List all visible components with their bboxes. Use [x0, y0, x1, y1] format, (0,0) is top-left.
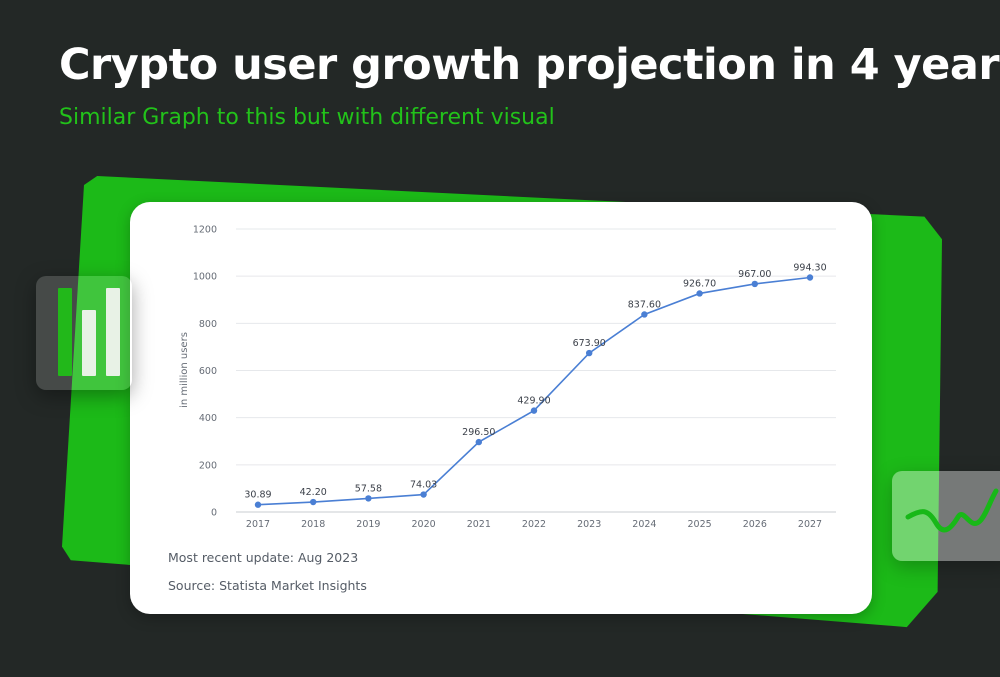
page-title: Crypto user growth projection in 4 years [59, 40, 1000, 90]
chart-card: 0 200 400 600 800 1000 1200 2017 2018 2019 2020 20… [130, 202, 872, 614]
data-points [254, 274, 814, 508]
series-line [257, 276, 811, 506]
bar-chart-icon-bar [106, 288, 120, 376]
data-point [696, 290, 703, 297]
data-label: 74.03 [410, 480, 437, 491]
data-point [530, 407, 538, 414]
x-tick-label: 2021 [467, 519, 491, 530]
y-tick-label: 800 [199, 319, 217, 330]
data-label: 429.90 [517, 396, 550, 407]
page-subtitle: Similar Graph to this but with different… [59, 105, 555, 130]
y-tick-label: 1000 [193, 272, 217, 283]
data-label: 57.58 [355, 483, 382, 494]
data-point [310, 498, 317, 506]
y-axis-label: in million users [179, 332, 190, 408]
data-label: 42.20 [300, 487, 327, 498]
data-label: 296.50 [462, 427, 495, 438]
data-point [420, 491, 427, 498]
y-tick-label: 0 [211, 508, 217, 519]
data-point [806, 274, 814, 281]
update-note: Most recent update: Aug 2023 [168, 550, 359, 565]
x-tick-label: 2026 [743, 519, 767, 530]
y-tick-label: 1200 [193, 225, 217, 236]
bar-chart-icon-bar [82, 310, 96, 376]
data-point [365, 495, 372, 502]
data-point [475, 438, 482, 446]
x-tick-label: 2018 [301, 519, 325, 530]
x-tick-label: 2027 [798, 519, 822, 530]
y-tick-label: 200 [199, 460, 217, 471]
data-label: 994.30 [793, 263, 826, 274]
data-point [751, 280, 758, 288]
data-label: 837.60 [628, 299, 661, 310]
y-tick-labels: 0 200 400 600 800 1000 1200 [193, 225, 217, 519]
x-tick-label: 2023 [577, 519, 601, 530]
source-note: Source: Statista Market Insights [168, 578, 367, 593]
x-tick-labels: 2017 2018 2019 2020 2021 2022 2023 2024 2025 2026… [246, 519, 822, 530]
x-tick-label: 2019 [356, 519, 380, 530]
trend-wave-icon [892, 471, 1000, 561]
data-labels: 30.89 42.20 57.58 74.03 296.50 429.90 673.90 83… [244, 263, 826, 501]
data-point [641, 311, 648, 318]
x-tick-label: 2025 [688, 519, 712, 530]
x-tick-label: 2020 [412, 519, 436, 530]
y-tick-label: 600 [199, 366, 217, 377]
bar-chart-icon-bar [58, 288, 72, 376]
data-point [254, 501, 262, 508]
x-tick-label: 2022 [522, 519, 546, 530]
data-point [586, 349, 593, 357]
x-tick-label: 2024 [632, 519, 656, 530]
grid-lines [236, 228, 836, 513]
y-tick-label: 400 [199, 413, 217, 424]
bar-chart-icon [36, 276, 132, 390]
x-tick-label: 2017 [246, 519, 270, 530]
data-label: 673.90 [573, 338, 606, 349]
data-label: 926.70 [683, 278, 716, 289]
data-label: 30.89 [244, 490, 271, 501]
data-label: 967.00 [738, 269, 771, 280]
